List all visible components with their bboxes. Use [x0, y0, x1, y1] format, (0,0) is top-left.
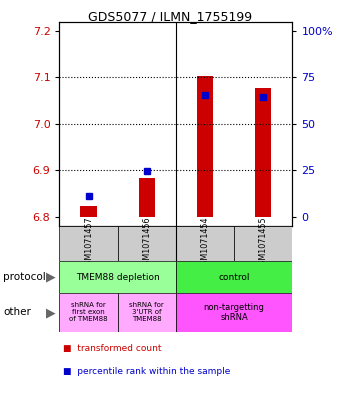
Text: non-targetting
shRNA: non-targetting shRNA: [204, 303, 265, 322]
Text: shRNA for
first exon
of TMEM88: shRNA for first exon of TMEM88: [69, 303, 108, 322]
Text: ■  percentile rank within the sample: ■ percentile rank within the sample: [63, 367, 230, 376]
Bar: [197, 76, 213, 217]
Bar: [176, 261, 292, 293]
Bar: [118, 226, 176, 261]
Text: GSM1071456: GSM1071456: [142, 217, 151, 270]
Bar: [59, 226, 118, 261]
Bar: [118, 293, 176, 332]
Text: GSM1071454: GSM1071454: [201, 217, 209, 270]
Text: ■  transformed count: ■ transformed count: [63, 343, 162, 353]
Text: ▶: ▶: [46, 306, 56, 319]
Text: control: control: [218, 273, 250, 281]
Text: shRNA for
3'UTR of
TMEM88: shRNA for 3'UTR of TMEM88: [130, 303, 164, 322]
Text: GDS5077 / ILMN_1755199: GDS5077 / ILMN_1755199: [88, 10, 252, 23]
Bar: [176, 226, 234, 261]
Text: GSM1071457: GSM1071457: [84, 217, 93, 270]
Bar: [255, 88, 271, 217]
Bar: [59, 293, 118, 332]
Text: protocol: protocol: [3, 272, 46, 282]
Text: GSM1071455: GSM1071455: [259, 217, 268, 270]
Bar: [234, 226, 292, 261]
Bar: [81, 206, 97, 217]
Bar: [139, 178, 155, 217]
Text: ▶: ▶: [46, 270, 56, 284]
Text: other: other: [3, 307, 31, 318]
Text: TMEM88 depletion: TMEM88 depletion: [76, 273, 159, 281]
Bar: [59, 261, 176, 293]
Bar: [176, 293, 292, 332]
